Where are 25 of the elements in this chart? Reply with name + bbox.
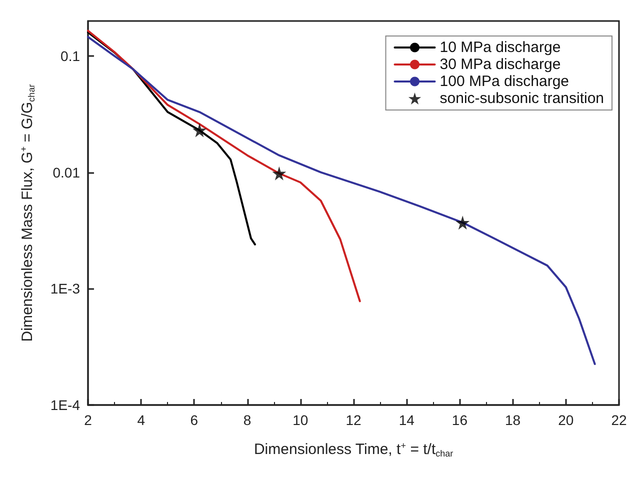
legend-label: sonic-subsonic transition	[440, 90, 604, 107]
x-tick-label: 14	[398, 412, 415, 428]
x-tick-label: 16	[452, 412, 468, 428]
point	[272, 166, 286, 180]
y-tick-label: 0.01	[52, 164, 80, 180]
point	[192, 123, 207, 138]
y-tick-label: 1E-4	[50, 397, 80, 413]
x-tick-label: 6	[190, 412, 198, 428]
x-tick-label: 2	[84, 412, 92, 428]
x-tick-label: 20	[558, 412, 574, 428]
legend-label: 10 MPa discharge	[440, 39, 561, 56]
line-series	[87, 31, 256, 246]
x-tick-label: 10	[292, 412, 308, 428]
x-tick-label: 18	[505, 412, 521, 428]
point	[456, 216, 470, 230]
x-tick-label: 12	[346, 412, 362, 428]
legend-label: 30 MPa discharge	[440, 56, 561, 73]
legend-label: 100 MPa discharge	[440, 73, 570, 90]
y-tick-label: 0.1	[60, 48, 80, 64]
x-tick-label: 8	[243, 412, 252, 428]
y-tick-label: 1E-3	[50, 280, 80, 297]
line-series	[87, 30, 361, 302]
x-tick-label: 22	[611, 412, 627, 428]
x-tick-label: 4	[137, 412, 146, 428]
y-axis-title: Dimensionless Mass Flux, G+ = G/Gchar	[18, 84, 36, 342]
